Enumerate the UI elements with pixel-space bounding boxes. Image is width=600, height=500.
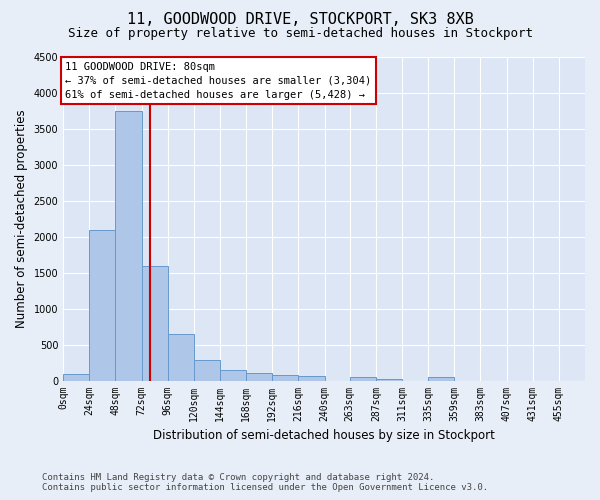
Bar bbox=[89, 230, 115, 381]
Bar bbox=[194, 360, 220, 381]
Bar bbox=[298, 376, 325, 381]
Text: 11 GOODWOOD DRIVE: 80sqm
← 37% of semi-detached houses are smaller (3,304)
61% o: 11 GOODWOOD DRIVE: 80sqm ← 37% of semi-d… bbox=[65, 62, 371, 100]
X-axis label: Distribution of semi-detached houses by size in Stockport: Distribution of semi-detached houses by … bbox=[153, 430, 495, 442]
Bar bbox=[220, 370, 246, 381]
Bar bbox=[142, 266, 168, 381]
Bar bbox=[272, 376, 298, 381]
Bar bbox=[246, 373, 272, 381]
Bar bbox=[428, 378, 454, 381]
Bar bbox=[63, 374, 89, 381]
Bar bbox=[115, 110, 142, 381]
Bar bbox=[350, 377, 376, 381]
Text: Size of property relative to semi-detached houses in Stockport: Size of property relative to semi-detach… bbox=[67, 28, 533, 40]
Text: 11, GOODWOOD DRIVE, STOCKPORT, SK3 8XB: 11, GOODWOOD DRIVE, STOCKPORT, SK3 8XB bbox=[127, 12, 473, 28]
Bar bbox=[376, 379, 402, 381]
Text: Contains HM Land Registry data © Crown copyright and database right 2024.
Contai: Contains HM Land Registry data © Crown c… bbox=[42, 473, 488, 492]
Y-axis label: Number of semi-detached properties: Number of semi-detached properties bbox=[15, 110, 28, 328]
Bar bbox=[168, 334, 194, 381]
